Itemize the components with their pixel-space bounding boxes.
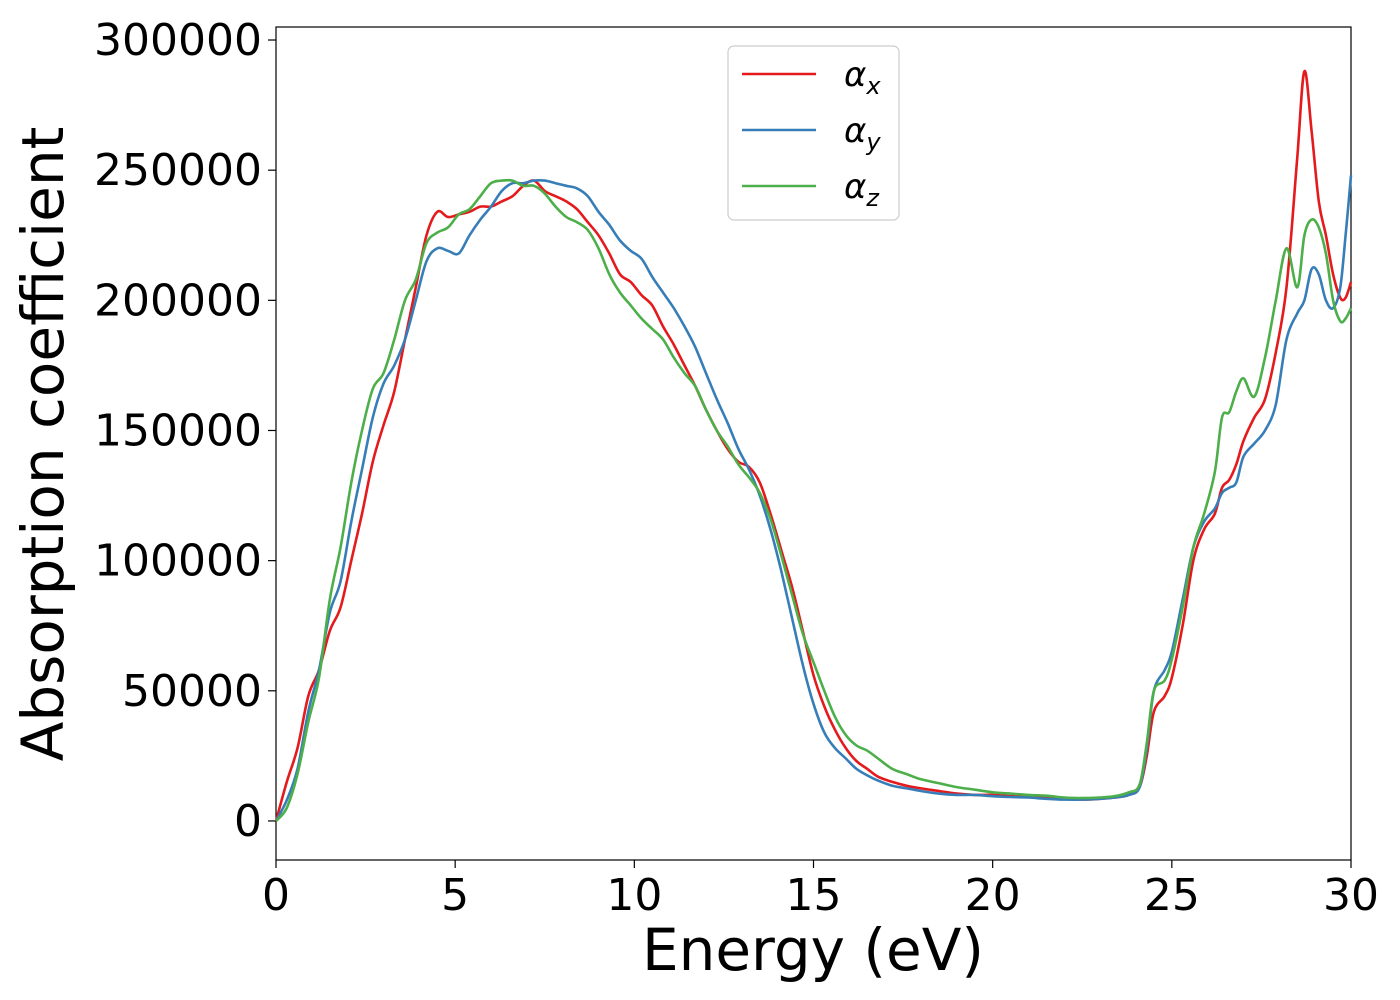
legend-subscript: y	[865, 128, 881, 156]
series-line-z	[274, 178, 1353, 822]
y-tick-label: 0	[234, 796, 262, 847]
x-tick-label: 15	[786, 870, 842, 921]
y-tick-label: 150000	[94, 405, 262, 456]
y-tick-label: 50000	[122, 666, 262, 717]
x-tick-label: 10	[606, 870, 662, 921]
legend-symbol: α	[844, 167, 866, 207]
y-axis-label: Absorption coefficient	[9, 127, 77, 762]
series-line-y	[274, 175, 1353, 822]
y-tick-label: 100000	[94, 536, 262, 587]
legend-label-z: αz	[844, 167, 880, 212]
x-axis-ticks: 0 5 10 15 20 25 30	[262, 860, 1379, 921]
y-tick-label: 250000	[94, 145, 262, 196]
legend-subscript: x	[865, 72, 881, 100]
series-lines	[274, 69, 1353, 822]
y-tick-label: 200000	[94, 275, 262, 326]
legend-label-y: αy	[844, 111, 881, 156]
x-tick-label: 30	[1323, 870, 1379, 921]
x-tick-label: 25	[1144, 870, 1200, 921]
x-axis-label: Energy (eV)	[642, 916, 984, 984]
legend-label-x: αx	[844, 55, 881, 100]
y-axis-ticks: 0 50000 100000 150000 200000 250000 300000	[94, 15, 276, 847]
x-tick-label: 5	[441, 870, 469, 921]
legend-subscript: z	[865, 184, 880, 212]
legend-symbol: α	[844, 111, 866, 151]
y-tick-label: 300000	[94, 15, 262, 66]
legend-box	[727, 45, 900, 221]
x-tick-label: 0	[262, 870, 290, 921]
x-tick-label: 20	[965, 870, 1021, 921]
legend-symbol: α	[844, 55, 866, 95]
